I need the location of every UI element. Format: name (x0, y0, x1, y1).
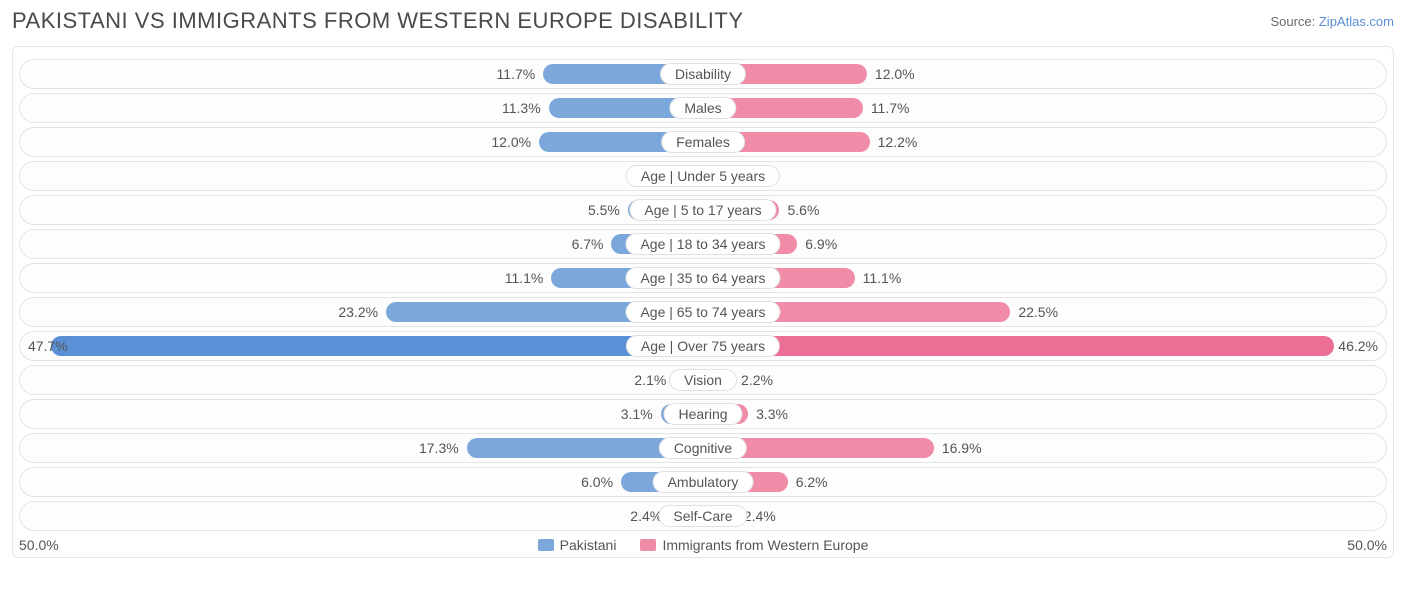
legend: Pakistani Immigrants from Western Europe (538, 537, 869, 553)
bar-right (703, 336, 1334, 356)
pct-label-right: 6.2% (796, 474, 828, 490)
pct-label-right: 2.2% (741, 372, 773, 388)
pct-label-left: 2.1% (634, 372, 666, 388)
pct-label-left: 3.1% (621, 406, 653, 422)
pct-label-right: 5.6% (787, 202, 819, 218)
bar-row: 17.3% 16.9% Cognitive (19, 433, 1387, 463)
bar-row: 47.7% 46.2% Age | Over 75 years (19, 331, 1387, 361)
pct-label-right: 11.1% (863, 270, 902, 286)
bar-row: 11.3% 11.7% Males (19, 93, 1387, 123)
row-category-label: Disability (660, 63, 746, 85)
pct-label-left: 11.7% (497, 66, 536, 82)
pct-label-left: 47.7% (28, 338, 68, 354)
row-category-label: Age | 65 to 74 years (625, 301, 780, 323)
row-category-label: Vision (669, 369, 737, 391)
chart-title: PAKISTANI VS IMMIGRANTS FROM WESTERN EUR… (12, 8, 744, 34)
legend-label-right: Immigrants from Western Europe (662, 537, 868, 553)
pct-label-right: 46.2% (1338, 338, 1378, 354)
bar-left (51, 336, 703, 356)
pct-label-left: 11.1% (505, 270, 544, 286)
bar-row: 2.4% 2.4%Self-Care (19, 501, 1387, 531)
pct-label-left: 6.7% (572, 236, 604, 252)
row-category-label: Cognitive (659, 437, 747, 459)
bar-row: 11.7% 12.0% Disability (19, 59, 1387, 89)
chart-container: 11.7% 12.0% Disability 11.3% 11.7% Males 12.0%… (12, 46, 1394, 558)
source-prefix: Source: (1270, 14, 1318, 29)
row-category-label: Self-Care (658, 505, 747, 527)
pct-label-right: 2.4% (744, 508, 776, 524)
legend-item-right: Immigrants from Western Europe (640, 537, 868, 553)
bar-row: 6.7% 6.9% Age | 18 to 34 years (19, 229, 1387, 259)
axis-left-max: 50.0% (19, 537, 59, 553)
bar-row: 5.5% 5.6% Age | 5 to 17 years (19, 195, 1387, 225)
bar-row: 11.1% 11.1% Age | 35 to 64 years (19, 263, 1387, 293)
axis-right-max: 50.0% (1347, 537, 1387, 553)
bar-row: 23.2% 22.5% Age | 65 to 74 years (19, 297, 1387, 327)
row-category-label: Age | 5 to 17 years (629, 199, 776, 221)
pct-label-left: 23.2% (338, 304, 378, 320)
row-category-label: Age | Under 5 years (626, 165, 780, 187)
legend-swatch-left (538, 539, 554, 551)
row-category-label: Age | 35 to 64 years (625, 267, 780, 289)
pct-label-right: 6.9% (805, 236, 837, 252)
source-attribution: Source: ZipAtlas.com (1270, 14, 1394, 29)
legend-item-left: Pakistani (538, 537, 617, 553)
pct-label-left: 12.0% (491, 134, 531, 150)
pct-label-left: 6.0% (581, 474, 613, 490)
bar-row: 1.3%1.4%Age | Under 5 years (19, 161, 1387, 191)
source-link[interactable]: ZipAtlas.com (1319, 14, 1394, 29)
pct-label-right: 16.9% (942, 440, 982, 456)
pct-label-right: 11.7% (871, 100, 910, 116)
row-category-label: Ambulatory (653, 471, 754, 493)
legend-swatch-right (640, 539, 656, 551)
pct-label-right: 22.5% (1018, 304, 1058, 320)
bar-row: 2.1% 2.2%Vision (19, 365, 1387, 395)
pct-label-right: 3.3% (756, 406, 788, 422)
pct-label-left: 5.5% (588, 202, 620, 218)
pct-label-right: 12.2% (878, 134, 918, 150)
row-category-label: Age | 18 to 34 years (625, 233, 780, 255)
bar-row: 6.0% 6.2% Ambulatory (19, 467, 1387, 497)
pct-label-left: 11.3% (502, 100, 541, 116)
pct-label-right: 12.0% (875, 66, 915, 82)
legend-label-left: Pakistani (560, 537, 617, 553)
row-category-label: Hearing (663, 403, 742, 425)
pct-label-left: 17.3% (419, 440, 459, 456)
bar-row: 3.1% 3.3% Hearing (19, 399, 1387, 429)
pct-label-left: 2.4% (630, 508, 662, 524)
row-category-label: Males (669, 97, 736, 119)
row-category-label: Age | Over 75 years (626, 335, 780, 357)
row-category-label: Females (661, 131, 745, 153)
bar-row: 12.0% 12.2% Females (19, 127, 1387, 157)
